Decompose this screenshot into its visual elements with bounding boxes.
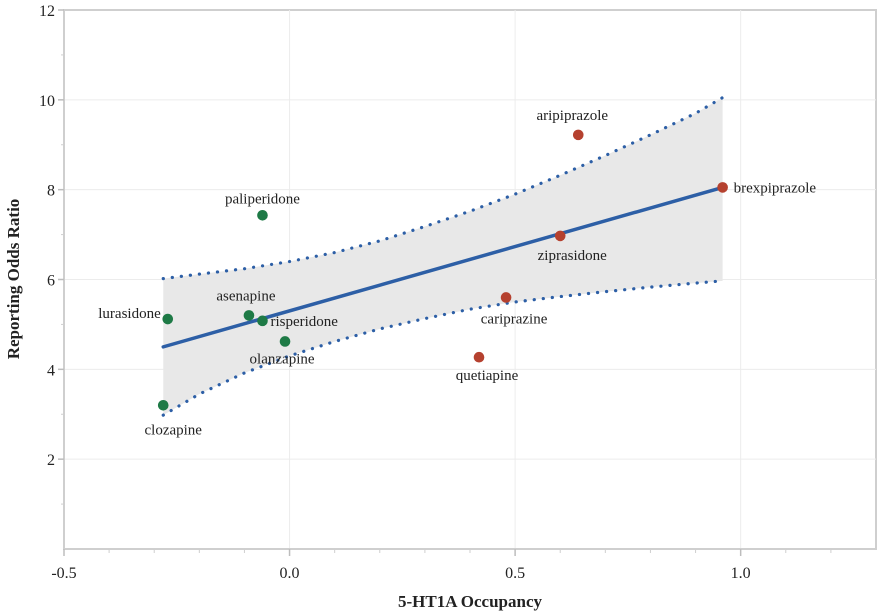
data-point-brexpiprazole[interactable]: [717, 182, 728, 193]
x-tick-label: 1.0: [731, 565, 751, 582]
point-label-paliperidone: paliperidone: [225, 191, 300, 207]
data-point-asenapine[interactable]: [243, 310, 255, 321]
data-point-cariprazine[interactable]: [500, 292, 512, 303]
data-point-olanzapine[interactable]: [279, 336, 291, 347]
regression-line: [161, 185, 725, 349]
x-tick-label: 0.5: [505, 565, 525, 582]
y-tick-label: 10: [39, 93, 55, 110]
data-points-layer: clozapine lurasidone asenapine risperidone p…: [98, 108, 816, 438]
data-point-lurasidone[interactable]: [162, 313, 174, 325]
point-label-olanzapine: olanzapine: [250, 351, 315, 367]
y-tick-label: 6: [47, 273, 55, 290]
point-label-brexpiprazole: brexpiprazole: [734, 180, 817, 196]
data-point-clozapine[interactable]: [157, 399, 169, 411]
x-tick-label: 0.0: [280, 565, 300, 582]
y-tick-label: 8: [47, 183, 55, 200]
data-point-quetiapine[interactable]: [473, 351, 485, 363]
point-label-quetiapine: quetiapine: [456, 368, 519, 384]
axes-layer: -0.5 0.0 0.5 1.0 2 4 6 8 10 12: [39, 3, 876, 582]
data-point-aripiprazole[interactable]: [572, 129, 584, 141]
data-point-risperidone[interactable]: [257, 315, 268, 327]
y-tick-label: 12: [39, 3, 55, 20]
x-tick-label: -0.5: [51, 565, 76, 582]
point-label-cariprazine: cariprazine: [481, 311, 548, 327]
data-point-ziprasidone[interactable]: [554, 230, 566, 242]
x-axis-title: 5-HT1A Occupancy: [398, 592, 543, 611]
confidence-band-layer: [161, 95, 725, 417]
y-tick-label: 2: [47, 452, 55, 469]
y-tick-label: 4: [47, 362, 55, 379]
point-label-ziprasidone: ziprasidone: [538, 248, 607, 264]
y-axis-title: Reporting Odds Ratio: [4, 199, 23, 360]
fit-line-layer: [161, 185, 725, 349]
lower-confidence-bound: [161, 279, 725, 417]
data-point-paliperidone[interactable]: [257, 209, 268, 221]
point-label-clozapine: clozapine: [145, 422, 203, 438]
point-label-asenapine: asenapine: [216, 288, 275, 304]
confidence-band: [163, 97, 723, 416]
point-label-risperidone: risperidone: [270, 314, 338, 330]
point-label-aripiprazole: aripiprazole: [536, 108, 608, 124]
point-label-lurasidone: lurasidone: [98, 306, 161, 322]
upper-confidence-bound: [161, 95, 725, 281]
